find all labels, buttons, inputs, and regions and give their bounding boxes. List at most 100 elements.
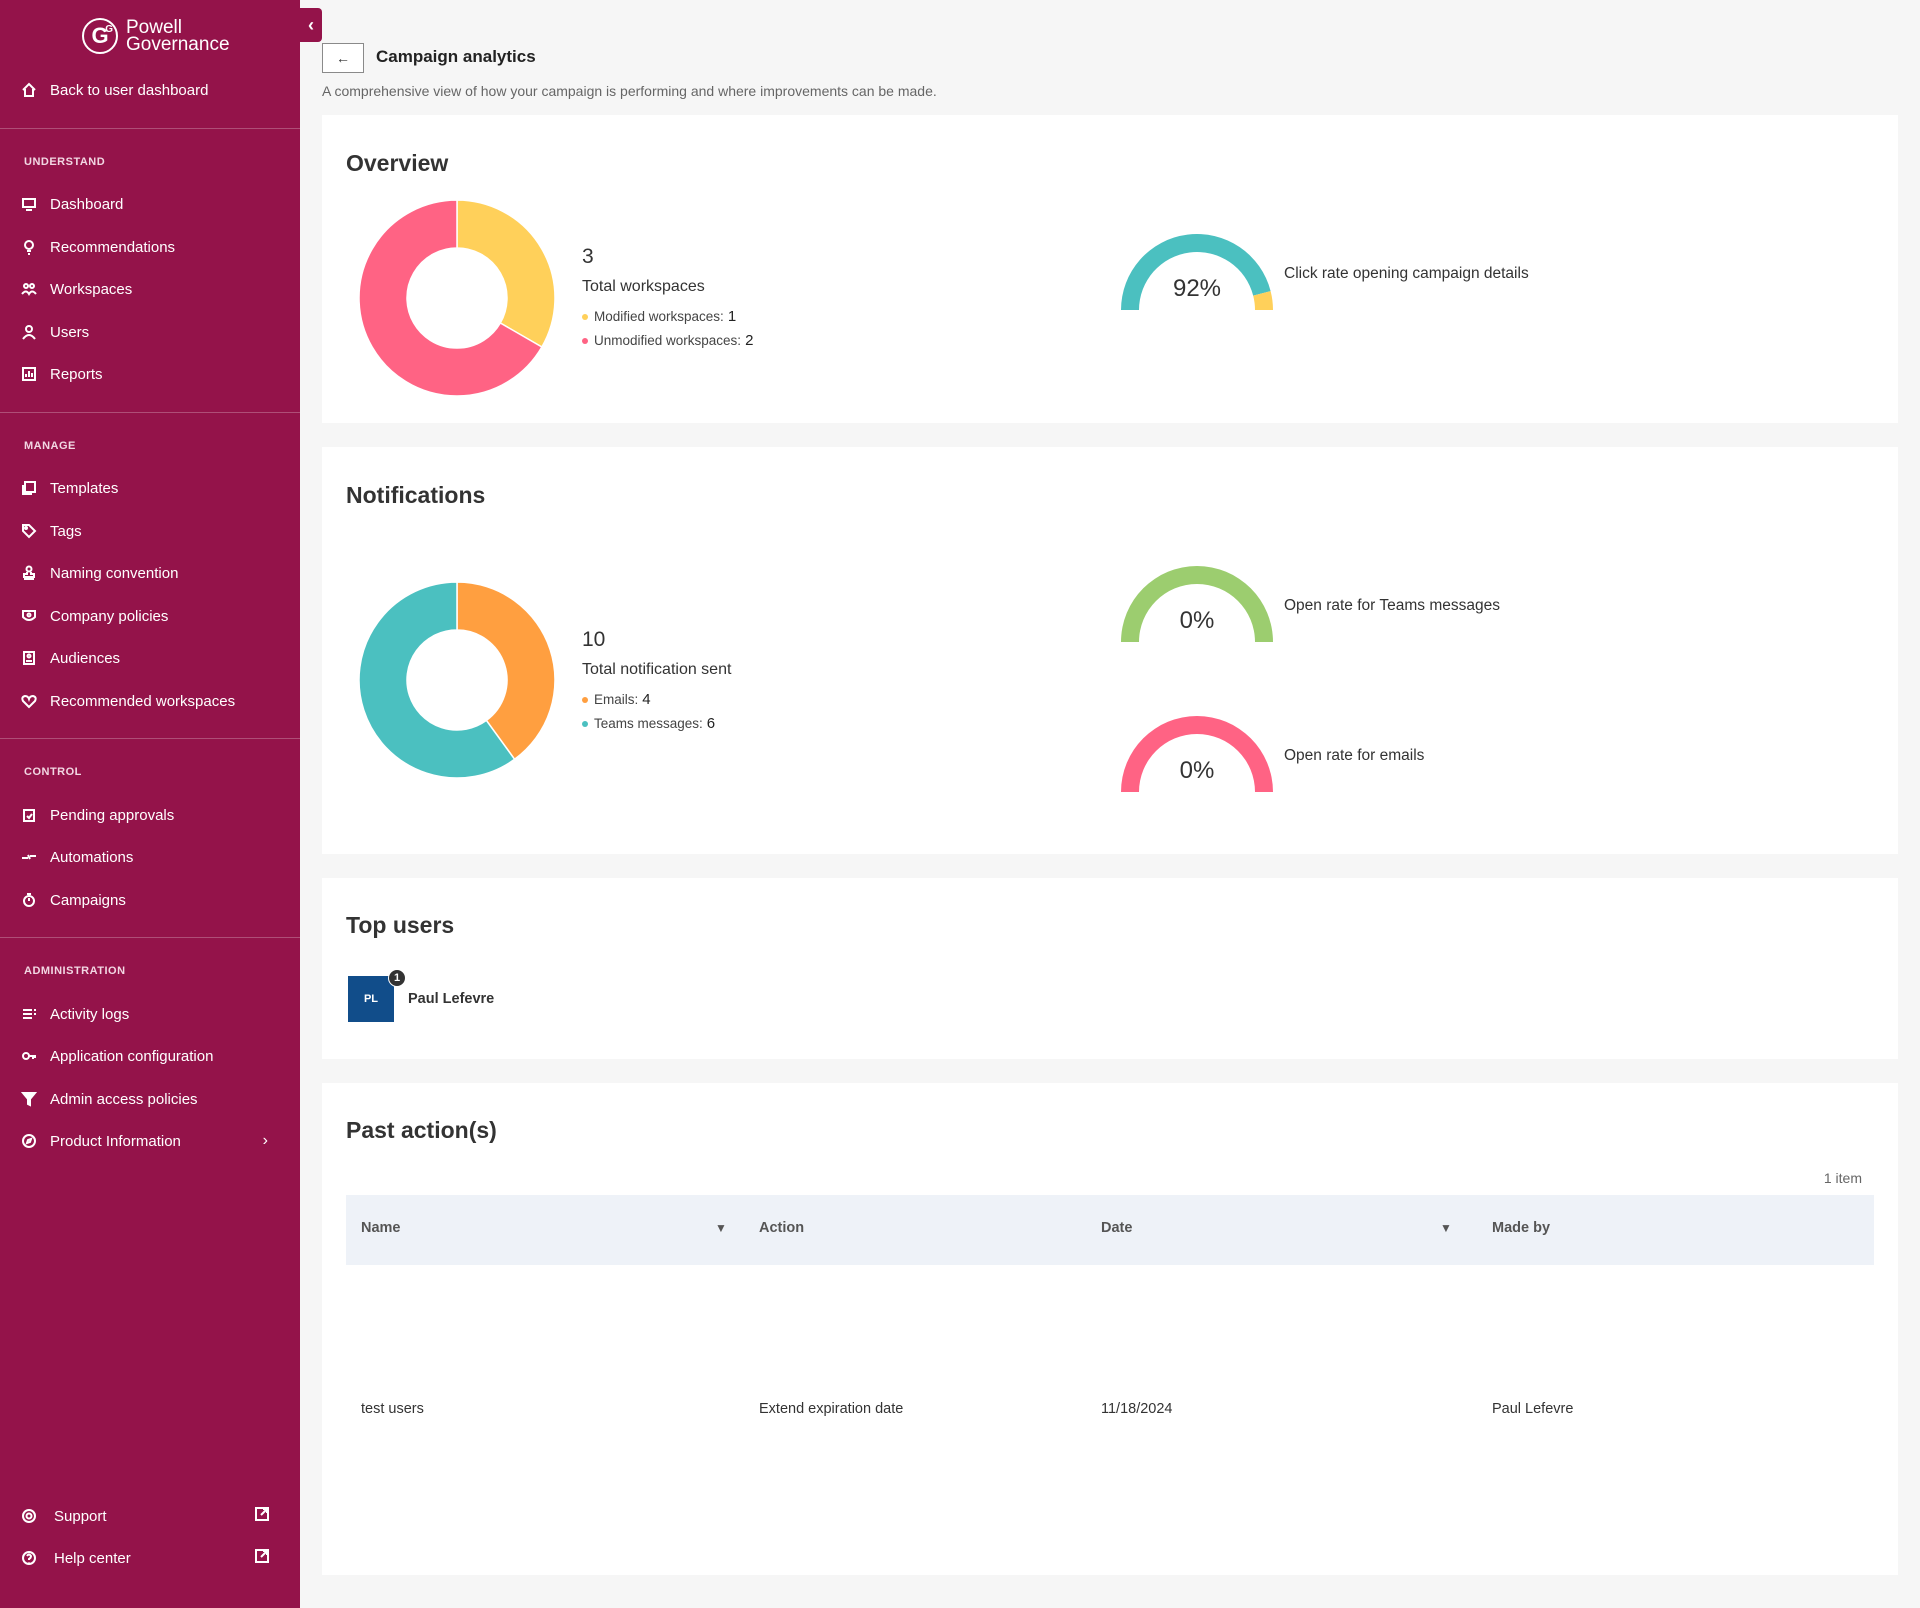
lifebuoy-icon — [20, 1507, 38, 1525]
sidebar-item-automations[interactable]: Automations — [20, 842, 290, 872]
click-rate-value: 92% — [1172, 275, 1222, 302]
sidebar-item-tags[interactable]: Tags — [20, 516, 290, 546]
section-control: CONTROL — [24, 766, 82, 778]
question-circle-icon — [20, 1549, 38, 1567]
section-understand: UNDERSTAND — [24, 156, 106, 168]
sidebar-label: Support — [54, 1507, 107, 1525]
column-header-name[interactable]: Name — [361, 1220, 401, 1236]
bar-chart-icon — [20, 365, 38, 383]
key-icon — [20, 1047, 38, 1065]
legend-value: 2 — [745, 332, 754, 349]
sidebar-label: Templates — [50, 479, 119, 497]
sidebar-item-support[interactable]: Support — [20, 1501, 290, 1531]
notifications-card: Notifications 10 Total notification sent… — [322, 447, 1898, 854]
click-rate-label: Click rate opening campaign details — [1284, 265, 1529, 282]
column-header-made-by[interactable]: Made by — [1492, 1220, 1551, 1236]
section-manage: MANAGE — [24, 440, 76, 452]
home-icon — [20, 81, 38, 99]
sidebar-item-audiences[interactable]: Audiences — [20, 643, 290, 673]
sidebar-item-admin-access-policies[interactable]: Admin access policies — [20, 1084, 290, 1114]
sidebar-item-templates[interactable]: Templates — [20, 473, 290, 503]
chevron-right-icon: › — [262, 1132, 268, 1149]
total-workspaces-value: 3 — [582, 245, 594, 268]
legend-dot — [582, 313, 588, 320]
legend-emails: Emails: 4 — [582, 691, 651, 708]
legend-label: Teams messages: — [594, 716, 703, 731]
donut-slice-modified-workspaces[interactable] — [456, 199, 556, 349]
rank-badge: 1 — [388, 969, 406, 987]
lightbulb-icon — [20, 238, 38, 256]
sidebar-item-naming-convention[interactable]: Naming convention — [20, 558, 290, 588]
legend-dot — [582, 720, 588, 727]
divider — [0, 937, 300, 938]
page-description: A comprehensive view of how your campaig… — [322, 83, 937, 99]
sidebar-label: Tags — [50, 522, 82, 540]
sidebar-item-workspaces[interactable]: Workspaces — [20, 274, 290, 304]
sidebar-item-help-center[interactable]: Help center — [20, 1543, 290, 1573]
logo-brand: Powell — [126, 17, 182, 38]
sidebar-label: Audiences — [50, 649, 121, 667]
sidebar-item-activity-logs[interactable]: Activity logs — [20, 999, 290, 1029]
collapse-sidebar-button[interactable]: ‹ — [300, 8, 322, 42]
sidebar-label: Naming convention — [50, 564, 179, 582]
divider — [0, 738, 300, 739]
donut-slice-emails[interactable] — [456, 581, 556, 761]
gauge-arc — [1121, 716, 1273, 792]
divider — [0, 412, 300, 413]
sidebar-label: Reports — [50, 365, 103, 383]
past-actions-card: Past action(s) 1 item Name ▼ Action Date… — [322, 1083, 1898, 1575]
sidebar-item-users[interactable]: Users — [20, 317, 290, 347]
back-button[interactable]: ← — [322, 43, 364, 73]
legend-label: Modified workspaces: — [594, 309, 724, 324]
heart-icon — [20, 692, 38, 710]
legend-dot — [582, 337, 588, 344]
sidebar-item-recommendations[interactable]: Recommendations — [20, 232, 290, 262]
sidebar-item-campaigns[interactable]: Campaigns — [20, 885, 290, 915]
column-header-date[interactable]: Date — [1101, 1220, 1133, 1236]
monitor-icon — [20, 195, 38, 213]
emails-open-rate-label: Open rate for emails — [1284, 747, 1425, 764]
legend-modified: Modified workspaces: 1 — [582, 308, 736, 325]
cell-date: 11/18/2024 — [1101, 1401, 1173, 1417]
legend-label: Unmodified workspaces: — [594, 333, 742, 348]
sidebar-item-dashboard[interactable]: Dashboard — [20, 189, 290, 219]
sidebar-item-company-policies[interactable]: Company policies — [20, 601, 290, 631]
sidebar-item-application-configuration[interactable]: Application configuration — [20, 1041, 290, 1071]
notifications-donut-chart — [358, 581, 556, 779]
back-to-user-dashboard-link[interactable]: Back to user dashboard — [20, 75, 290, 105]
sidebar-item-recommended-workspaces[interactable]: Recommended workspaces — [20, 686, 290, 716]
contact-card-icon — [20, 649, 38, 667]
sidebar-label: Activity logs — [50, 1005, 130, 1023]
legend-value: 6 — [706, 715, 716, 732]
top-users-card: Top users PL 1 Paul Lefevre — [322, 878, 1898, 1059]
total-notifications-value: 10 — [582, 628, 606, 651]
external-link-icon — [254, 1506, 270, 1526]
donut-slice-unmodified-workspaces[interactable] — [358, 199, 543, 397]
column-header-action[interactable]: Action — [759, 1220, 805, 1236]
sidebar-item-reports[interactable]: Reports — [20, 359, 290, 389]
filter-icon[interactable]: ▼ — [1440, 1221, 1452, 1235]
gauge-arc — [1121, 566, 1273, 642]
click-rate-gauge — [1121, 234, 1273, 310]
clipboard-check-icon — [20, 806, 38, 824]
overview-card: Overview 3 Total workspaces Modified wor… — [322, 115, 1898, 423]
filter-icon[interactable]: ▼ — [715, 1221, 727, 1235]
divider — [0, 128, 300, 129]
sidebar-label: Workspaces — [50, 280, 133, 298]
top-user-name[interactable]: Paul Lefevre — [408, 991, 495, 1007]
sidebar-item-product-information[interactable]: Product Information › — [20, 1126, 290, 1156]
sidebar-label: Pending approvals — [50, 806, 175, 824]
sidebar-item-pending-approvals[interactable]: Pending approvals — [20, 800, 290, 830]
avatar[interactable]: PL — [348, 976, 394, 1022]
donut-slice-teams-messages[interactable] — [358, 581, 516, 779]
sidebar-label: Dashboard — [50, 195, 124, 213]
sidebar-label: Company policies — [50, 607, 169, 625]
stamp-icon — [20, 564, 38, 582]
emails-open-rate-gauge — [1121, 716, 1273, 792]
templates-icon — [20, 479, 38, 497]
cell-made-by: Paul Lefevre — [1492, 1401, 1574, 1417]
back-label: Back to user dashboard — [50, 81, 209, 99]
item-count: 1 item — [1823, 1170, 1862, 1186]
